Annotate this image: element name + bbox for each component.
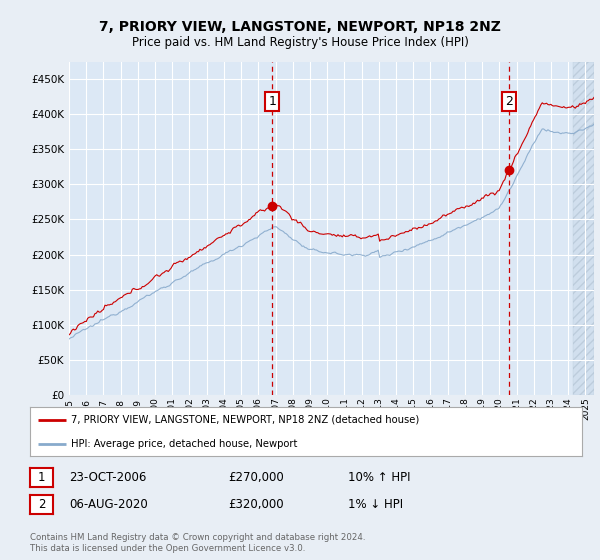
Text: Contains HM Land Registry data © Crown copyright and database right 2024.
This d: Contains HM Land Registry data © Crown c… [30, 533, 365, 553]
Text: 23-OCT-2006: 23-OCT-2006 [69, 471, 146, 484]
Text: 1: 1 [38, 471, 45, 484]
Text: 06-AUG-2020: 06-AUG-2020 [69, 498, 148, 511]
Text: 7, PRIORY VIEW, LANGSTONE, NEWPORT, NP18 2NZ: 7, PRIORY VIEW, LANGSTONE, NEWPORT, NP18… [99, 20, 501, 34]
Text: 7, PRIORY VIEW, LANGSTONE, NEWPORT, NP18 2NZ (detached house): 7, PRIORY VIEW, LANGSTONE, NEWPORT, NP18… [71, 415, 419, 425]
Text: Price paid vs. HM Land Registry's House Price Index (HPI): Price paid vs. HM Land Registry's House … [131, 36, 469, 49]
Text: 2: 2 [38, 498, 45, 511]
Text: £320,000: £320,000 [228, 498, 284, 511]
Text: 1: 1 [268, 95, 276, 108]
Text: 10% ↑ HPI: 10% ↑ HPI [348, 471, 410, 484]
Text: 2: 2 [505, 95, 513, 108]
Bar [574, 62, 594, 395]
Text: £270,000: £270,000 [228, 471, 284, 484]
Text: 1% ↓ HPI: 1% ↓ HPI [348, 498, 403, 511]
Text: HPI: Average price, detached house, Newport: HPI: Average price, detached house, Newp… [71, 438, 298, 449]
